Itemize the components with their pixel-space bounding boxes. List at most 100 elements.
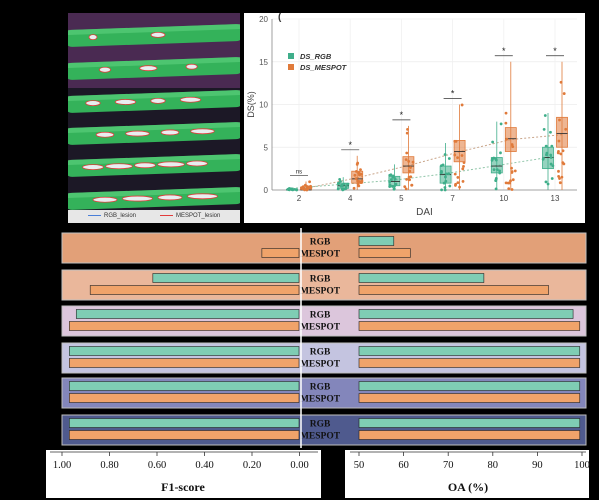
data-point [357, 180, 361, 183]
legend-mespot-lesion: MESPOT_lesion [160, 213, 220, 219]
data-point [404, 187, 408, 191]
rgb-lesion-swatch [88, 214, 101, 216]
data-point [442, 181, 446, 185]
data-point [559, 80, 563, 84]
lesion-mark [88, 34, 98, 41]
ds-boxplot: 0 5 10 15 20 2 4 5 7 10 13 DAI DS(%) (ns * * * * * DS_RGB DS… [246, 12, 577, 218]
data-point [546, 182, 550, 186]
data-point [557, 174, 561, 178]
data-point [303, 188, 306, 192]
data-point [550, 144, 554, 148]
data-point [499, 122, 503, 126]
oa-bar-rgb [358, 309, 574, 319]
data-point [564, 127, 568, 131]
data-point [443, 186, 447, 189]
data-point [440, 188, 443, 192]
data-point [408, 178, 411, 182]
oa-bar-rgb [358, 346, 581, 356]
data-point [305, 184, 308, 188]
data-point [388, 173, 392, 177]
lesion-mark [186, 160, 208, 167]
data-point [456, 176, 460, 179]
oa-axis-title: OA (%) [448, 480, 488, 494]
x-axis-title: DAI [416, 207, 433, 218]
group-background [61, 232, 587, 264]
data-point [562, 92, 566, 95]
data-point [561, 161, 565, 165]
data-point [353, 173, 357, 177]
data-point [447, 157, 451, 160]
data-point [551, 164, 555, 168]
data-point [549, 153, 553, 157]
data-point [499, 151, 502, 155]
series-label-rgb: RGB [310, 311, 331, 321]
data-point [495, 168, 499, 172]
f1-axis-panel [46, 450, 321, 498]
f1-axis-title: F1-score [161, 480, 205, 494]
box-iqr [556, 116, 568, 148]
ds-boxplot-panel: 0 5 10 15 20 2 4 5 7 10 13 DAI DS(%) (ns * * * * * DS_RGB DS… [244, 12, 585, 223]
lesion-mark [150, 97, 166, 104]
data-point [460, 154, 464, 157]
f1-bar-mespot [69, 321, 300, 331]
data-point [393, 184, 396, 188]
lesion-mark [114, 99, 137, 105]
series-label-mespot: MESPOT [300, 360, 341, 370]
data-point [453, 172, 457, 176]
data-point [444, 175, 447, 179]
lesion-mark [179, 96, 202, 103]
data-point [542, 156, 545, 160]
lesion-mark [134, 162, 156, 169]
panel-label: ( [278, 13, 282, 23]
data-point [358, 173, 361, 177]
data-point [558, 118, 561, 122]
data-point [510, 188, 514, 191]
lesion-mark [122, 195, 153, 202]
data-point [305, 188, 309, 192]
data-point [447, 172, 451, 176]
data-point [453, 153, 457, 157]
group-background [61, 269, 587, 301]
f1-tick-label: 0.80 [100, 460, 118, 471]
data-point [544, 144, 548, 148]
data-point [356, 182, 360, 186]
data-point [443, 153, 447, 156]
f1-bar-rgb [69, 418, 300, 428]
data-point [558, 177, 561, 180]
y-tick-label: 5 [264, 143, 269, 152]
lesion-mark [187, 193, 218, 200]
data-point [461, 167, 465, 171]
data-point [346, 182, 349, 186]
f1-bar-rgb [69, 381, 300, 391]
data-point [393, 177, 397, 180]
data-point [300, 187, 304, 191]
legend-label: DS_MESPOT [300, 63, 348, 72]
data-point [506, 181, 510, 185]
lesion-mark [92, 196, 118, 203]
leaf-highlight [68, 23, 240, 36]
data-point [544, 180, 548, 184]
f1-bar-rgb [69, 346, 300, 356]
data-point [559, 152, 563, 156]
lesion-mark [85, 100, 101, 107]
lesion-mark [105, 163, 133, 170]
data-point [394, 182, 398, 186]
oa-tick-label: 90 [532, 460, 543, 471]
f1-bar-rgb [75, 309, 300, 319]
box-iqr [504, 127, 517, 152]
data-point [510, 171, 514, 174]
f1-bar-mespot [89, 285, 300, 295]
data-point [542, 128, 546, 131]
series-label-rgb: RGB [310, 348, 331, 358]
data-point [491, 140, 495, 144]
data-point [504, 111, 508, 115]
data-point [458, 185, 461, 189]
data-point [410, 183, 414, 187]
series-label-mespot: MESPOT [300, 250, 341, 260]
oa-bar-mespot [358, 285, 549, 295]
data-point [341, 188, 345, 192]
oa-bar-rgb [358, 418, 581, 428]
data-point [456, 181, 460, 185]
f1-tick-label: 1.00 [53, 460, 71, 471]
oa-bar-mespot [358, 321, 581, 331]
